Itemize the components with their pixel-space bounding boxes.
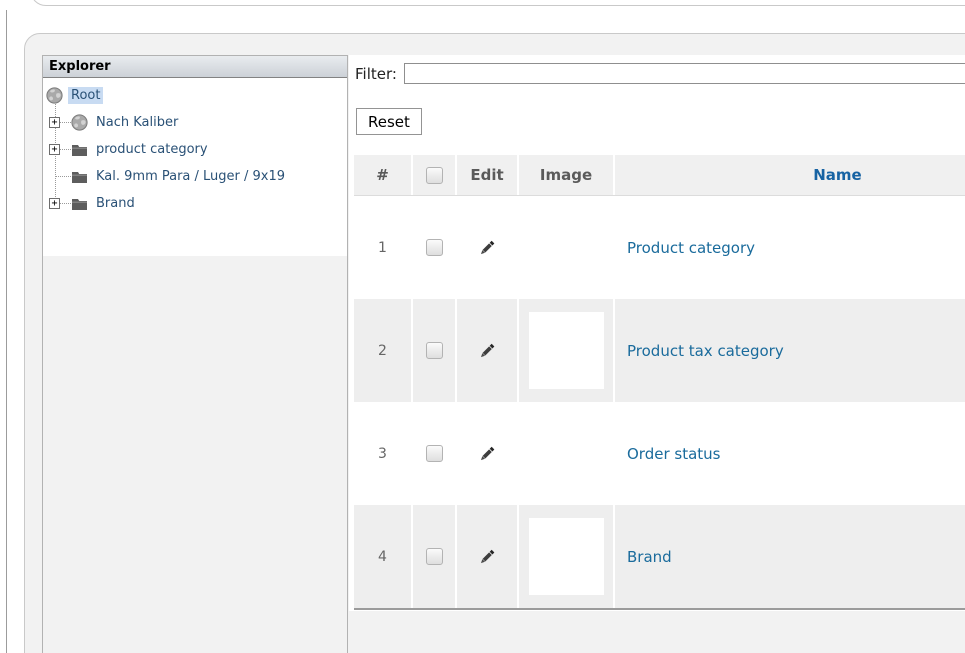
tree-item-brand[interactable]: + Brand bbox=[43, 190, 347, 217]
row-checkbox[interactable] bbox=[425, 239, 443, 256]
row-index: 4 bbox=[378, 548, 387, 565]
tree-item-label: Root bbox=[68, 87, 104, 104]
image-cell bbox=[517, 299, 613, 402]
tree-item-product-category[interactable]: + product category bbox=[43, 136, 347, 163]
image-cell bbox=[517, 196, 613, 299]
tree-item-root[interactable]: Root bbox=[43, 82, 347, 109]
table-row: 1 Product category bbox=[354, 196, 965, 299]
tree-dots bbox=[60, 122, 71, 123]
reset-button[interactable]: Reset bbox=[356, 108, 422, 135]
tree-item-label: product category bbox=[96, 142, 208, 157]
edit-pencil-icon[interactable] bbox=[476, 546, 498, 568]
row-index: 1 bbox=[378, 239, 387, 256]
category-name-link[interactable]: Order status bbox=[627, 444, 721, 463]
tree-item-label: Nach Kaliber bbox=[96, 115, 179, 130]
table-row: 4 Brand bbox=[354, 505, 965, 608]
content-area: Filter: Reset # Edit Image Name 1 Produc… bbox=[349, 55, 965, 611]
tree-dots bbox=[55, 176, 77, 177]
globe-icon bbox=[71, 114, 89, 131]
folder-icon bbox=[71, 142, 89, 158]
row-checkbox[interactable] bbox=[425, 342, 443, 359]
tree-item-kal-9mm[interactable]: Kal. 9mm Para / Luger / 9x19 bbox=[43, 163, 347, 190]
row-index: 3 bbox=[378, 445, 387, 462]
column-header-index: # bbox=[376, 166, 389, 184]
filter-label: Filter: bbox=[355, 64, 397, 83]
row-index: 2 bbox=[378, 342, 387, 359]
top-panel-bottom-edge bbox=[30, 0, 965, 6]
edit-pencil-icon[interactable] bbox=[476, 237, 498, 259]
page-left-border bbox=[6, 10, 7, 653]
edit-pencil-icon[interactable] bbox=[476, 340, 498, 362]
category-tree: Root + Nach Kaliber + product category K… bbox=[43, 78, 347, 256]
select-all-checkbox[interactable] bbox=[425, 166, 443, 184]
column-header-name[interactable]: Name bbox=[613, 155, 965, 195]
tree-dots bbox=[60, 203, 71, 204]
tree-dots bbox=[60, 149, 71, 150]
folder-icon bbox=[71, 169, 89, 185]
globe-icon bbox=[46, 87, 64, 104]
explorer-panel: Explorer Root + Nach Kaliber + product c… bbox=[42, 55, 348, 653]
expand-plus-icon[interactable]: + bbox=[49, 198, 60, 209]
folder-icon bbox=[71, 196, 89, 212]
row-checkbox[interactable] bbox=[425, 445, 443, 462]
filter-input[interactable] bbox=[403, 63, 965, 84]
image-placeholder bbox=[528, 312, 604, 389]
row-checkbox[interactable] bbox=[425, 548, 443, 565]
table-row: 2 Product tax category bbox=[354, 299, 965, 402]
category-name-link[interactable]: Product tax category bbox=[627, 341, 784, 360]
tree-expand-widget: + bbox=[49, 198, 71, 209]
filter-row: Filter: bbox=[355, 63, 965, 84]
explorer-panel-title: Explorer bbox=[43, 56, 347, 78]
image-cell bbox=[517, 505, 613, 608]
table-header-row: # Edit Image Name bbox=[354, 155, 965, 196]
image-placeholder bbox=[528, 518, 604, 595]
categories-table: # Edit Image Name 1 Product category 2 P… bbox=[354, 155, 965, 610]
tree-item-label: Kal. 9mm Para / Luger / 9x19 bbox=[96, 169, 286, 184]
tree-expand-widget: + bbox=[49, 117, 71, 128]
image-cell bbox=[517, 402, 613, 505]
table-row: 3 Order status bbox=[354, 402, 965, 505]
category-name-link[interactable]: Brand bbox=[627, 547, 672, 566]
expand-plus-icon[interactable]: + bbox=[49, 144, 60, 155]
column-header-edit: Edit bbox=[455, 155, 517, 195]
tree-item-label: Brand bbox=[96, 196, 135, 211]
category-name-link[interactable]: Product category bbox=[627, 238, 756, 257]
expand-plus-icon[interactable]: + bbox=[49, 117, 60, 128]
tree-expand-widget: + bbox=[49, 144, 71, 155]
tree-expand-widget bbox=[49, 176, 77, 177]
edit-pencil-icon[interactable] bbox=[476, 443, 498, 465]
column-header-select bbox=[411, 155, 455, 195]
tree-item-nach-kaliber[interactable]: + Nach Kaliber bbox=[43, 109, 347, 136]
column-header-image: Image bbox=[517, 155, 613, 195]
